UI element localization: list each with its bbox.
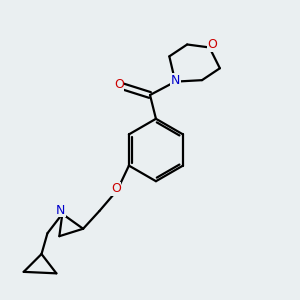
Text: N: N — [171, 74, 180, 87]
Text: O: O — [114, 78, 124, 91]
Text: N: N — [56, 204, 65, 217]
Text: O: O — [111, 182, 121, 195]
Text: O: O — [208, 38, 218, 51]
